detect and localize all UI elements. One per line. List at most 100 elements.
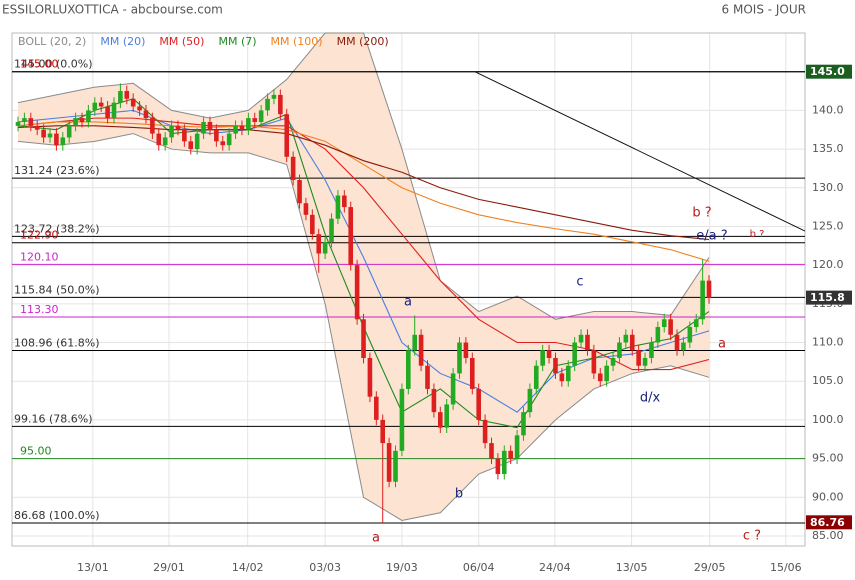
annotation: b ? xyxy=(692,206,711,221)
candle-body xyxy=(374,396,379,420)
level-label: 86.68 (100.0%) xyxy=(14,509,100,522)
moving-average xyxy=(17,125,710,241)
x-tick-label: 29/01 xyxy=(153,561,185,574)
candle-body xyxy=(271,94,277,99)
annotation: d/x xyxy=(640,391,661,406)
candle-body xyxy=(681,342,686,351)
candle-body xyxy=(79,118,85,122)
candle-body xyxy=(521,412,526,436)
candle-body xyxy=(150,118,155,134)
candle-body xyxy=(316,234,322,254)
y-tick-label: 140.0 xyxy=(812,103,844,116)
candle-body xyxy=(514,435,520,459)
y-tick-label: 125.0 xyxy=(812,219,844,232)
x-tick-label: 19/03 xyxy=(386,561,418,574)
candle-body xyxy=(226,133,232,146)
candle-body xyxy=(111,102,117,119)
candle-body xyxy=(431,388,437,413)
candle-body xyxy=(610,357,616,366)
candle-body xyxy=(585,334,590,351)
candle-body xyxy=(207,121,213,130)
candle-body xyxy=(284,114,290,157)
candle-body xyxy=(214,129,219,142)
candle-body xyxy=(98,102,104,107)
candle-body xyxy=(418,334,424,366)
candle-body xyxy=(553,357,558,374)
candle-body xyxy=(73,118,78,126)
annotation: a xyxy=(718,337,726,352)
candle-body xyxy=(591,350,597,374)
candle-body xyxy=(54,133,59,146)
annotation: c xyxy=(576,275,583,290)
candle-body xyxy=(636,350,641,366)
price-tag-label: 145.0 xyxy=(810,65,845,78)
candle-body xyxy=(303,203,309,215)
candle-body xyxy=(649,342,654,358)
candle-body xyxy=(572,342,577,366)
candle-body xyxy=(201,121,206,134)
level-label: 123.72 (38.2%) xyxy=(14,222,100,235)
level-label: 95.00 xyxy=(20,445,52,458)
candle-body xyxy=(425,365,430,389)
annotation: b ? xyxy=(750,229,765,240)
candle-body xyxy=(22,118,27,122)
level-label: 145.00 (0.0%) xyxy=(14,58,93,71)
candle-body xyxy=(47,133,53,138)
candle-body xyxy=(143,110,149,119)
candle-body xyxy=(700,280,705,320)
chart-subtitle: 6 MOIS - JOUR xyxy=(722,3,806,17)
y-tick-label: 85.00 xyxy=(812,529,844,542)
level-label: 131.24 (23.6%) xyxy=(14,164,100,177)
candle-body xyxy=(194,133,200,150)
level-label: 122.90 xyxy=(20,229,59,242)
x-tick-label: 29/05 xyxy=(694,561,726,574)
candle-body xyxy=(220,141,226,146)
annotation: a xyxy=(372,531,380,546)
candle-body xyxy=(162,137,168,146)
candle-body xyxy=(469,357,475,389)
y-tick-label: 105.0 xyxy=(812,374,844,387)
candle-body xyxy=(463,342,469,358)
y-tick-label: 100.0 xyxy=(812,413,844,426)
bollinger-fill xyxy=(18,33,710,521)
candle-body xyxy=(310,214,315,235)
candle-body xyxy=(86,110,91,122)
y-tick-label: 130.0 xyxy=(812,181,844,194)
candle-body xyxy=(393,450,398,482)
candle-body xyxy=(322,241,328,254)
candle-body xyxy=(437,412,443,428)
level-label: 108.96 (61.8%) xyxy=(14,337,100,350)
x-tick-label: 14/02 xyxy=(232,561,264,574)
price-tag-label: 115.8 xyxy=(810,291,845,304)
candle-body xyxy=(28,118,34,126)
candle-body xyxy=(258,110,264,122)
candle-body xyxy=(354,265,360,320)
level-label: 99.16 (78.6%) xyxy=(14,412,93,425)
candle-body xyxy=(239,125,245,130)
x-tick-label: 24/04 xyxy=(539,561,571,574)
candle-body xyxy=(655,327,661,343)
candle-body xyxy=(489,443,494,459)
candle-body xyxy=(623,334,629,343)
candle-body xyxy=(130,98,136,107)
candle-body xyxy=(559,373,565,382)
candle-body xyxy=(15,121,21,126)
legend-item: MM (20) xyxy=(100,35,145,48)
candle-body xyxy=(482,419,488,444)
candle-body xyxy=(706,280,712,298)
level-label: 145.00 xyxy=(20,58,59,71)
candle-body xyxy=(252,118,258,122)
legend-item: MM (7) xyxy=(218,35,256,48)
candle-body xyxy=(693,319,699,328)
level-label: 113.30 xyxy=(20,303,59,316)
candle-body xyxy=(246,118,251,130)
legend-item: MM (100) xyxy=(271,35,323,48)
candle-body xyxy=(169,125,174,138)
price-tag-label: 86.76 xyxy=(810,516,845,529)
x-tick-label: 13/05 xyxy=(616,561,648,574)
candle-body xyxy=(175,125,181,130)
candle-body xyxy=(188,141,194,150)
candle-body xyxy=(348,207,354,266)
candle-body xyxy=(597,373,603,382)
candle-body xyxy=(450,373,456,405)
